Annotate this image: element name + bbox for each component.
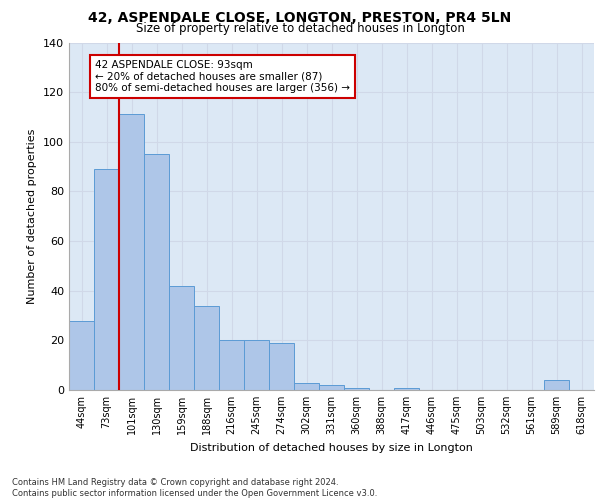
- Bar: [544, 380, 569, 390]
- Bar: [319, 385, 344, 390]
- Bar: [344, 388, 369, 390]
- Bar: [169, 286, 194, 390]
- Text: 42 ASPENDALE CLOSE: 93sqm
← 20% of detached houses are smaller (87)
80% of semi-: 42 ASPENDALE CLOSE: 93sqm ← 20% of detac…: [95, 60, 350, 93]
- Bar: [269, 343, 294, 390]
- Bar: [394, 388, 419, 390]
- Bar: [94, 169, 119, 390]
- Text: Size of property relative to detached houses in Longton: Size of property relative to detached ho…: [136, 22, 464, 35]
- Bar: [119, 114, 144, 390]
- Bar: [69, 320, 94, 390]
- Text: 42, ASPENDALE CLOSE, LONGTON, PRESTON, PR4 5LN: 42, ASPENDALE CLOSE, LONGTON, PRESTON, P…: [88, 11, 512, 25]
- Bar: [194, 306, 219, 390]
- Bar: [144, 154, 169, 390]
- Text: Contains HM Land Registry data © Crown copyright and database right 2024.
Contai: Contains HM Land Registry data © Crown c…: [12, 478, 377, 498]
- Bar: [244, 340, 269, 390]
- X-axis label: Distribution of detached houses by size in Longton: Distribution of detached houses by size …: [190, 442, 473, 452]
- Bar: [294, 382, 319, 390]
- Y-axis label: Number of detached properties: Number of detached properties: [28, 128, 37, 304]
- Bar: [219, 340, 244, 390]
